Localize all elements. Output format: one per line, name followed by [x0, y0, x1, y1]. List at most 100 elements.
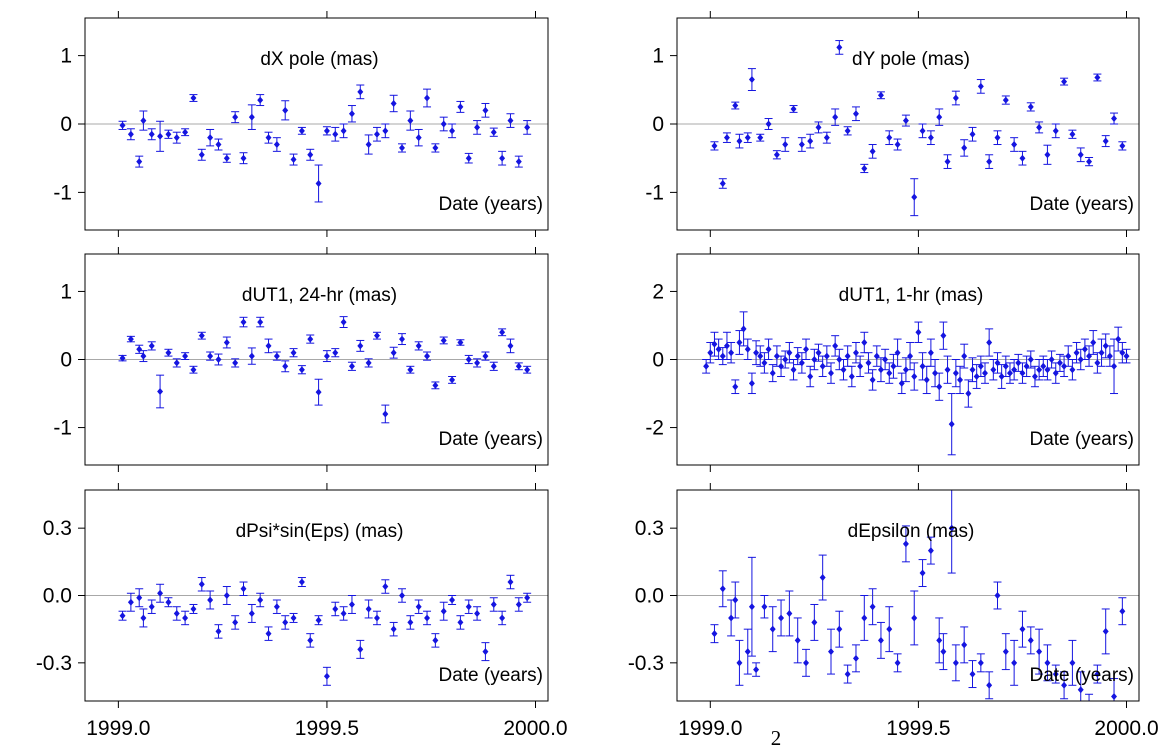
- data-point: [877, 636, 884, 644]
- data-point: [524, 123, 531, 131]
- data-point: [786, 609, 793, 617]
- y-tick-label: 1: [60, 45, 72, 68]
- data-point: [794, 352, 801, 360]
- data-point: [157, 132, 164, 140]
- data-point: [944, 366, 951, 374]
- data-point: [740, 325, 747, 333]
- data-point: [1090, 338, 1097, 346]
- data-point: [182, 614, 189, 622]
- x-tick-label: 1999.5: [295, 717, 359, 740]
- data-point: [390, 349, 397, 357]
- data-point: [869, 603, 876, 611]
- data-point: [374, 130, 380, 138]
- data-point: [1019, 369, 1026, 377]
- data-point: [165, 130, 172, 138]
- data-point: [865, 359, 872, 367]
- chart-panel: 1 0 -1 dY pole (mas) Date (years): [645, 11, 1140, 237]
- data-point: [986, 158, 993, 166]
- data-point: [832, 113, 839, 121]
- data-point: [399, 144, 405, 152]
- data-point: [207, 134, 214, 142]
- data-point: [732, 383, 739, 391]
- data-point: [765, 345, 772, 353]
- data-point: [911, 373, 918, 381]
- data-point: [223, 154, 230, 162]
- data-point: [823, 134, 830, 142]
- data-point: [961, 144, 968, 152]
- data-point: [969, 366, 976, 374]
- data-point: [861, 164, 868, 172]
- data-point: [499, 614, 506, 622]
- data-point: [969, 670, 976, 678]
- data-point: [1119, 607, 1126, 615]
- data-point: [474, 123, 481, 131]
- data-point: [232, 359, 239, 367]
- y-tick-label: -2: [645, 417, 664, 440]
- data-point: [744, 134, 751, 142]
- data-point: [986, 338, 993, 346]
- data-point: [844, 670, 851, 678]
- data-point: [248, 609, 255, 617]
- data-point: [1031, 373, 1038, 381]
- data-point: [148, 130, 155, 138]
- data-point: [857, 362, 864, 370]
- data-point: [1081, 345, 1088, 353]
- data-point: [977, 82, 984, 90]
- data-point: [415, 342, 422, 350]
- data-point: [307, 335, 314, 343]
- data-point: [315, 616, 322, 624]
- data-point: [936, 636, 943, 644]
- data-point: [773, 151, 780, 159]
- panel-title: dUT1, 24-hr (mas): [242, 285, 397, 306]
- data-point: [811, 618, 818, 626]
- data-point: [1019, 625, 1026, 633]
- data-point: [1086, 352, 1093, 360]
- panel-title: dEpsilon (mas): [848, 521, 975, 542]
- data-point: [365, 359, 372, 367]
- data-point: [1086, 158, 1093, 166]
- data-point: [257, 318, 264, 326]
- data-point: [898, 379, 905, 387]
- data-point: [952, 94, 959, 102]
- data-point: [1061, 362, 1068, 370]
- data-point: [1115, 335, 1122, 343]
- data-point: [798, 359, 805, 367]
- data-point: [457, 338, 464, 346]
- data-point: [1102, 627, 1109, 635]
- data-series: [710, 490, 1127, 701]
- data-point: [886, 625, 893, 633]
- data-point: [165, 598, 172, 606]
- data-point: [877, 91, 884, 99]
- data-point: [390, 625, 397, 633]
- data-point: [940, 648, 947, 656]
- data-point: [298, 127, 305, 135]
- data-point: [348, 362, 355, 370]
- y-tick-label: 0: [652, 113, 664, 136]
- data-point: [332, 605, 339, 613]
- data-point: [927, 349, 934, 357]
- data-point: [515, 362, 522, 370]
- data-point: [515, 158, 522, 166]
- data-point: [173, 134, 180, 142]
- data-point: [215, 356, 222, 363]
- data-point: [1111, 115, 1118, 123]
- data-point: [157, 387, 164, 395]
- data-point: [990, 366, 997, 374]
- data-point: [869, 147, 876, 155]
- data-point: [982, 369, 988, 377]
- data-point: [948, 524, 955, 532]
- data-point: [524, 366, 531, 374]
- data-point: [977, 659, 984, 667]
- data-point: [157, 589, 164, 597]
- chart-panel: 1 0 -1 dX pole (mas) Date (years): [53, 11, 549, 237]
- data-point: [728, 349, 735, 357]
- panel-title: dY pole (mas): [852, 49, 970, 70]
- x-axis-label: Date (years): [1029, 665, 1134, 686]
- data-point: [474, 359, 481, 367]
- data-point: [919, 127, 926, 135]
- data-point: [248, 352, 255, 360]
- x-axis-label: Date (years): [438, 429, 543, 450]
- data-point: [232, 113, 239, 121]
- data-point: [907, 352, 914, 360]
- data-point: [1119, 349, 1126, 357]
